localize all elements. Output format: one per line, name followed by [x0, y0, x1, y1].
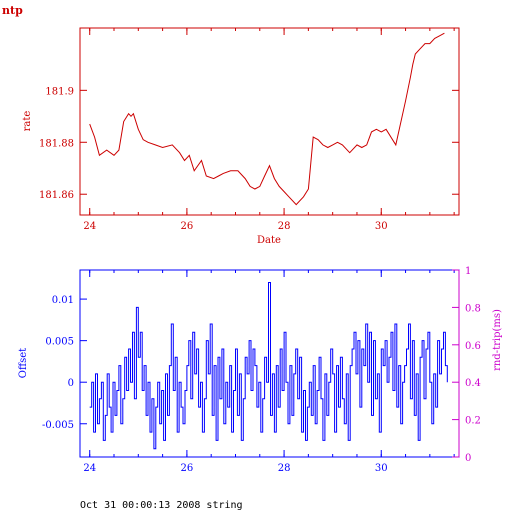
offset-y2-tick-label: 0	[465, 453, 471, 464]
offset-y-tick-label: 0.01	[52, 295, 74, 306]
rate-y-axis-label: rate	[22, 111, 33, 132]
rate-x-tick-label: 26	[181, 221, 194, 232]
offset-y-tick-label: 0.005	[45, 337, 74, 348]
offset-x-tick-label: 30	[375, 463, 388, 474]
offset-y-tick-label: 0	[68, 378, 74, 389]
offset-chart: 24 26 28 30 -0.005 0 0.005 0.01 0 0.2 0.4 0.6 0.8 1 O…	[18, 266, 503, 474]
offset-y2-tick-label: 0.2	[465, 416, 481, 427]
offset-y2-tick-label: 1	[465, 266, 471, 277]
figure-corner-label: ntp	[2, 4, 23, 17]
offset-y-axis-label: Offset	[18, 348, 29, 378]
rate-y-tick-label: 181.9	[45, 86, 74, 97]
rate-x-tick-label: 28	[278, 221, 291, 232]
offset-series-line	[89, 282, 448, 450]
rate-y-tick-label: 181.88	[39, 138, 74, 149]
offset-y2-tick-label: 0.8	[465, 303, 481, 314]
rnd-trip-y-axis-label: rnd-trip(ms)	[492, 309, 503, 371]
rate-x-tick-label: 24	[83, 221, 96, 232]
rate-plot-frame	[79, 27, 460, 216]
offset-x-tick-label: 28	[278, 463, 291, 474]
footer-timestamp: Oct 31 00:00:13 2008 string	[80, 500, 243, 511]
rate-chart: 24 26 28 30 181.86 181.88 181.9 rate Date	[22, 27, 460, 246]
offset-y2-tick-label: 0.6	[465, 341, 481, 352]
rate-x-axis-label: Date	[257, 235, 281, 246]
rate-series-line	[89, 32, 445, 206]
rate-x-tick-label: 30	[375, 221, 388, 232]
offset-x-tick-label: 24	[83, 463, 96, 474]
rate-y-tick-label: 181.86	[39, 190, 74, 201]
offset-x-tick-label: 26	[181, 463, 194, 474]
offset-y-tick-label: -0.005	[42, 420, 74, 431]
offset-y2-tick-label: 0.4	[465, 378, 481, 389]
